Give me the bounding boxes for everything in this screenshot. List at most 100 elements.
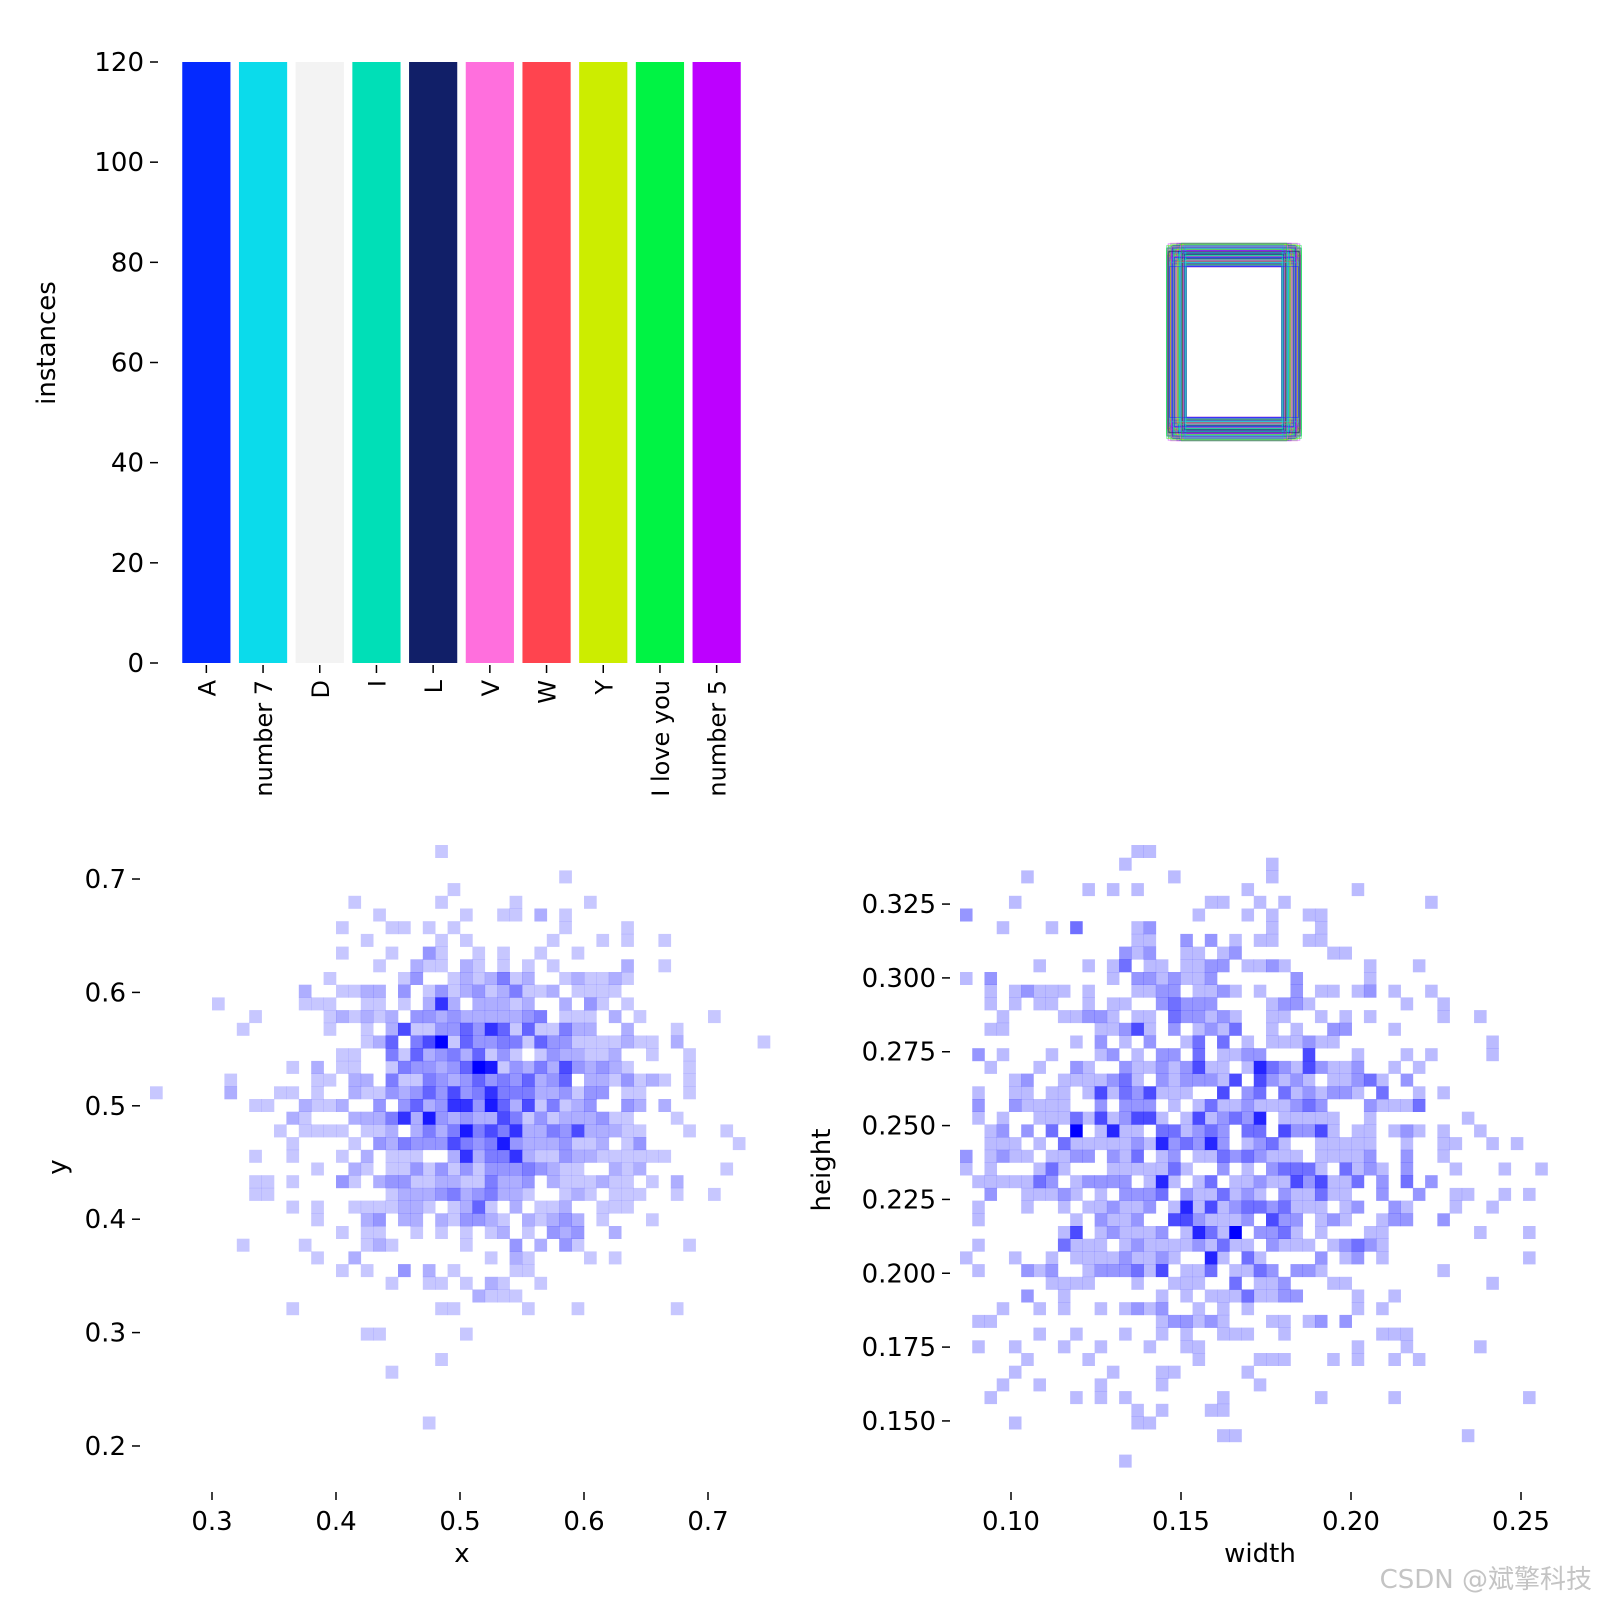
wh-cell xyxy=(1057,1073,1071,1087)
wh-cell xyxy=(1388,1327,1401,1341)
wh-cell xyxy=(1266,921,1279,935)
xy-cell xyxy=(422,1060,436,1074)
label-box-outline xyxy=(1180,255,1288,429)
label-box-outline xyxy=(1167,256,1301,428)
xy-cell xyxy=(621,1200,634,1214)
xy-cell xyxy=(460,972,473,985)
label-box-outline xyxy=(1175,255,1293,429)
wh-cell xyxy=(1314,1086,1328,1100)
xy-cell xyxy=(559,1124,572,1138)
wh-cell xyxy=(1400,1175,1414,1189)
wh-cell xyxy=(1351,1238,1365,1252)
wh-cell xyxy=(1351,1162,1365,1176)
wh-cell xyxy=(1241,1111,1255,1125)
wh-cell xyxy=(1437,1149,1450,1163)
label-box-outline xyxy=(1172,260,1296,424)
xy-cell xyxy=(633,1099,647,1112)
wh-cell xyxy=(1461,1429,1475,1443)
wh-cell xyxy=(1229,1010,1242,1024)
label-box-outline xyxy=(1170,250,1298,434)
bar-y-tick-label: 40 xyxy=(111,449,144,479)
wh-cell xyxy=(1168,1099,1181,1112)
wh-cell xyxy=(1143,921,1157,935)
label-box-outline xyxy=(1180,259,1288,425)
bar-v xyxy=(465,62,514,663)
wh-cell xyxy=(1155,1175,1169,1189)
wh-cell xyxy=(1008,1175,1022,1189)
wh-cell xyxy=(1094,1099,1108,1112)
wh-cell xyxy=(1155,1086,1169,1100)
wh-cell xyxy=(1033,1302,1046,1316)
label-box-outline xyxy=(1172,246,1296,438)
wh-cell xyxy=(1204,1010,1218,1024)
wh-cell xyxy=(1278,1137,1291,1151)
wh-cell xyxy=(1094,1200,1108,1214)
wh-cell xyxy=(1229,1073,1242,1087)
xy-cell xyxy=(522,1060,535,1074)
wh-cell xyxy=(1302,1060,1316,1074)
xy-cell xyxy=(571,1162,585,1176)
xy-cell xyxy=(484,1048,498,1062)
xy-cell xyxy=(522,1099,535,1112)
wh-cell xyxy=(1302,1048,1316,1062)
xy-cell xyxy=(596,1086,610,1100)
label-box-outline xyxy=(1181,251,1287,433)
wh-cell xyxy=(1241,883,1255,897)
label-box-outline xyxy=(1176,250,1292,434)
xy-cell xyxy=(633,1187,647,1201)
xy-cell xyxy=(274,1086,287,1100)
label-box-outline xyxy=(1184,245,1284,439)
wh-cell xyxy=(1106,1111,1120,1125)
xy-cell xyxy=(422,1187,436,1201)
label-box-outline xyxy=(1185,258,1283,426)
wh-cell xyxy=(1033,997,1046,1011)
wh-cell xyxy=(1131,1010,1144,1024)
wh-cell xyxy=(1327,1124,1340,1138)
wh-cell xyxy=(1217,1137,1230,1151)
wh-cell xyxy=(1217,895,1230,909)
xy-heatmap-axes: 0.3 0.4 0.5 0.6 0.70.20.30.40.50.60.7 xyxy=(85,865,729,1537)
xy-cell xyxy=(460,908,473,922)
wh-cell xyxy=(1388,1022,1401,1036)
label-box-outline xyxy=(1179,261,1289,423)
xy-cell xyxy=(435,959,448,973)
xy-cell xyxy=(360,1238,374,1252)
wh-cell xyxy=(1143,1200,1157,1214)
wh-cell xyxy=(1437,1124,1450,1138)
wh-cell xyxy=(1241,1035,1255,1049)
wh-cell xyxy=(1302,997,1316,1011)
wh-cell xyxy=(1314,984,1328,998)
wh-cell xyxy=(1217,1149,1230,1163)
wh-y-tick-label: 0.150 xyxy=(862,1407,936,1437)
wh-cell xyxy=(1314,1035,1328,1049)
xy-cell xyxy=(398,972,411,985)
wh-cell xyxy=(1376,1238,1389,1252)
wh-cell xyxy=(984,1022,998,1036)
xy-cell xyxy=(497,1175,510,1189)
label-box-outline xyxy=(1180,257,1288,427)
wh-cell xyxy=(1155,1314,1169,1328)
xy-cell xyxy=(546,1200,560,1214)
wh-heatmap-xlabel: width xyxy=(1224,1539,1296,1569)
wh-cell xyxy=(1363,1162,1377,1176)
label-box-outline xyxy=(1170,253,1298,431)
xy-cell xyxy=(460,984,473,998)
wh-cell xyxy=(1021,870,1034,884)
wh-cell xyxy=(1094,1175,1108,1189)
wh-cell xyxy=(1155,1073,1169,1087)
label-box-outline xyxy=(1182,250,1286,434)
xy-cell xyxy=(584,1022,597,1036)
wh-cell xyxy=(1266,933,1279,947)
label-box-outline xyxy=(1178,261,1290,423)
wh-cell xyxy=(1180,1073,1193,1087)
label-box-outline xyxy=(1169,266,1299,418)
wh-cell xyxy=(1131,1264,1144,1278)
xy-cell xyxy=(435,1137,448,1151)
wh-cell xyxy=(1217,1327,1230,1341)
bar-y-tick-label: 20 xyxy=(111,549,144,579)
xy-cell xyxy=(460,1238,473,1252)
wh-cell xyxy=(1143,1022,1157,1036)
xy-cell xyxy=(484,1060,498,1074)
wh-cell xyxy=(1192,1022,1206,1036)
label-box-outline xyxy=(1181,257,1287,427)
